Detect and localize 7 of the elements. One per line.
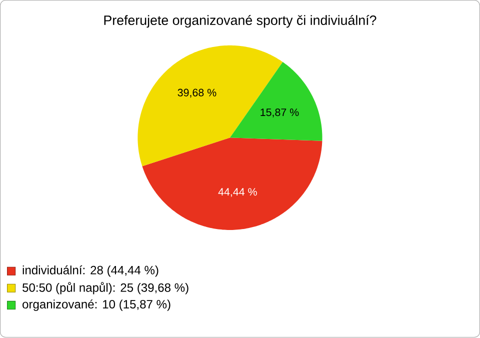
legend-label: individuální: 28 (44,44 %) (22, 266, 158, 277)
legend-label: 50:50 (půl napůl): 25 (39,68 %) (22, 282, 188, 294)
legend-label: organizované: 10 (15,87 %) (22, 300, 170, 312)
data-label: 15,87 % (260, 108, 299, 118)
data-label: 39,68 % (178, 89, 216, 98)
data-label: 44,44 % (218, 188, 257, 198)
chart-title: Preferujete organizované sporty či indiviuální? (104, 15, 376, 28)
